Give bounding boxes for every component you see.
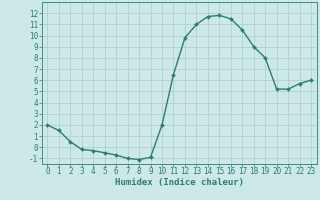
X-axis label: Humidex (Indice chaleur): Humidex (Indice chaleur) bbox=[115, 178, 244, 187]
